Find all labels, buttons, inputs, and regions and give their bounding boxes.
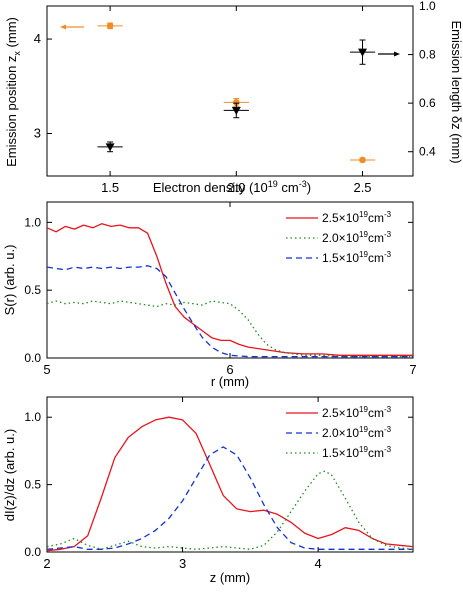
panel1-frame (46, 5, 414, 177)
panel3-frame (46, 396, 414, 553)
panel-di-dz: 2 3 4 0.0 0.5 1.0 2.5×1019cm-3 2.0×1019c… (2, 396, 414, 585)
panel1-x-axis-label: Electron density (1019 cm-3) (153, 179, 311, 195)
panel3-legend: 2.5×1019cm-3 2.0×1019cm-3 1.5×1019cm-3 (286, 405, 392, 460)
panel3-y-tick-label: 1.0 (24, 410, 41, 424)
panel1-data-points (97, 22, 376, 164)
circle-marker (106, 22, 114, 30)
panel3-legend-label: 2.0×1019cm-3 (322, 425, 392, 440)
series-line (46, 446, 413, 550)
data-point (97, 141, 123, 153)
panel1-y-left-axis-label: Emission position zx (mm) (4, 17, 22, 167)
panel3-legend-label: 1.5×1019cm-3 (322, 445, 392, 460)
panel2-x-ticks: 5 6 7 (43, 362, 416, 377)
panel3-series-lines (46, 416, 414, 552)
panel1-y-right-tick-label: 0.8 (419, 48, 436, 62)
panel3-tick-marks (46, 397, 413, 553)
panel1-x-tick-label: 2.0 (227, 180, 245, 195)
panel1-x-tick-label: 2.5 (353, 180, 371, 195)
panel3-x-axis-label: z (mm) (210, 570, 250, 585)
panel2-y-tick-label: 1.0 (24, 215, 41, 229)
panel1-x-tick-label: 1.5 (101, 180, 119, 195)
panel3-y-tick-label: 0.0 (24, 545, 41, 559)
panel1-y-right-tick-label: 0.4 (419, 145, 436, 159)
panel3-y-tick-label: 0.5 (24, 478, 41, 492)
triangle-marker (105, 143, 115, 152)
triangle-marker (231, 106, 241, 115)
panel1-y-left-ticks: 3 4 (34, 31, 41, 140)
panel1-y-right-axis-label: Emission length δz (mm) (449, 20, 463, 163)
circle-marker (233, 99, 240, 106)
series-line (46, 265, 413, 358)
panel2-x-tick-label: 6 (226, 362, 233, 377)
panel1-y-right-tick-label: 0.6 (419, 96, 436, 110)
panel-s-of-r: 5 6 7 0.0 0.5 1.0 2.5×1019cm-3 2.0×1019c… (2, 201, 417, 389)
panel3-y-ticks: 0.0 0.5 1.0 (24, 410, 41, 559)
panel2-y-ticks: 0.0 0.5 1.0 (24, 215, 41, 365)
data-point (349, 39, 376, 65)
panel1-x-ticks: 1.5 2.0 2.5 (101, 180, 371, 195)
panel2-x-tick-label: 5 (43, 362, 50, 377)
panel-emission: 1.5 2.0 2.5 3 4 0.4 0.6 0.8 1.0 Electron… (4, 0, 463, 195)
panel2-series-lines (46, 223, 413, 358)
left-axis-arrow (60, 24, 84, 30)
panel1-y-right-tick-label: 1.0 (419, 0, 436, 13)
panel3-x-ticks: 2 3 4 (43, 556, 321, 571)
panel2-x-axis-label: r (mm) (211, 374, 249, 389)
panel1-y-left-tick-label: 4 (34, 31, 41, 46)
series-line (46, 223, 413, 356)
panel1-y-left-tick-label: 3 (34, 126, 41, 141)
panel3-x-tick-label: 3 (179, 556, 186, 571)
panel1-tick-marks (47, 5, 413, 176)
right-axis-arrow (378, 51, 400, 57)
panel2-y-axis-label: S(r) (arb. u.) (2, 245, 17, 316)
panel3-legend-label: 2.5×1019cm-3 (322, 405, 392, 420)
data-point (97, 22, 123, 30)
panel3-y-axis-label: dI(z)/dz (arb. u.) (2, 429, 17, 521)
panel3-x-tick-label: 4 (314, 556, 321, 571)
circle-marker (359, 156, 366, 164)
series-line (46, 300, 413, 358)
panel2-y-tick-label: 0.0 (24, 351, 41, 365)
series-line (46, 470, 414, 550)
panel2-legend: 2.5×1019cm-3 2.0×1019cm-3 1.5×1019cm-3 (286, 210, 392, 265)
panel2-x-tick-label: 7 (409, 362, 416, 377)
panel2-legend-label: 2.5×1019cm-3 (322, 210, 392, 225)
panel2-tick-marks (46, 202, 414, 359)
panel2-frame (46, 201, 414, 359)
panel2-legend-label: 2.0×1019cm-3 (322, 230, 392, 245)
series-line (46, 416, 414, 552)
data-point (223, 102, 249, 119)
data-point (349, 156, 376, 164)
panel3-x-tick-label: 2 (43, 556, 50, 571)
triangle-marker (358, 48, 368, 57)
panel2-legend-label: 1.5×1019cm-3 (322, 250, 392, 265)
panel2-y-tick-label: 0.5 (24, 283, 41, 297)
panel1-y-right-ticks: 0.4 0.6 0.8 1.0 (419, 0, 436, 159)
